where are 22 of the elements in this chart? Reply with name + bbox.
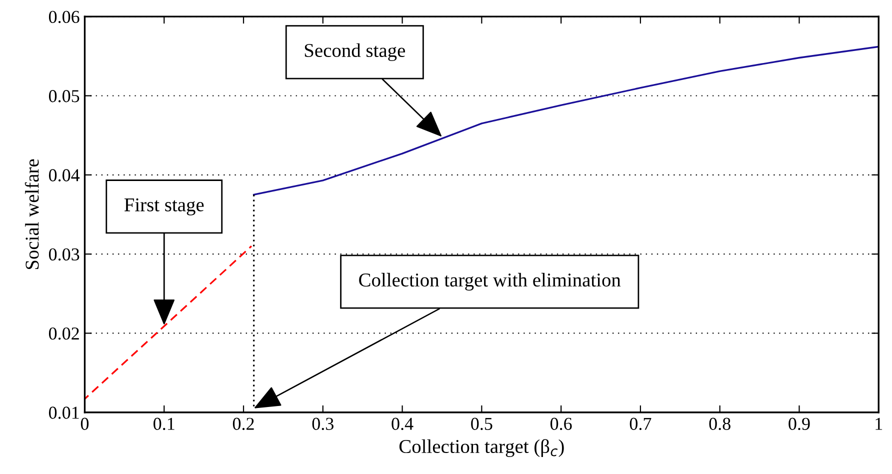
- annotation: Collection target with elimination: [359, 272, 621, 291]
- x-axis-title: Collection target (β$_{c}$): [399, 439, 564, 458]
- x-tick-label: 0.4: [392, 418, 414, 430]
- x-tick-label: 0.5: [471, 418, 492, 430]
- x-tick-label: 0: [80, 418, 89, 430]
- x-tick-label: 0.6: [550, 418, 572, 430]
- y-tick-label: 0.04: [48, 169, 80, 182]
- y-tick-label: 0.02: [48, 327, 79, 340]
- y-axis-title: Social welfare: [24, 159, 39, 270]
- y-tick-label: 0.01: [48, 406, 79, 419]
- y-tick-label: 0.06: [48, 10, 80, 24]
- y-tick-label: 0.03: [48, 248, 80, 261]
- x-tick-label: 1: [876, 418, 882, 430]
- x-tick-label: 0.9: [788, 418, 810, 430]
- annotation: Second stage: [304, 43, 406, 62]
- x-tick-label: 0.2: [232, 418, 254, 430]
- x-tick-label: 0.1: [154, 418, 174, 430]
- y-tick-label: 0.05: [48, 90, 80, 102]
- x-tick-label: 0.7: [630, 418, 652, 430]
- annotation: First stage: [124, 198, 204, 216]
- x-tick-label: 0.8: [709, 418, 730, 430]
- x-tick-label: 0.3: [312, 418, 334, 430]
